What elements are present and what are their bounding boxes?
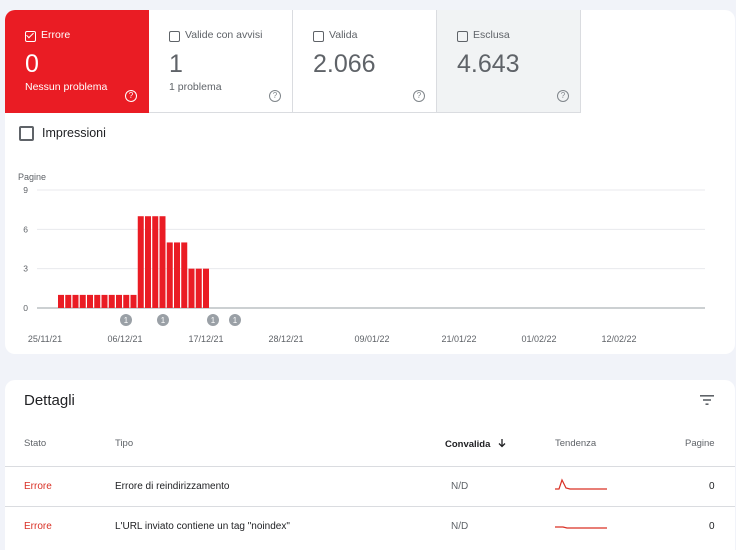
x-tick-label: 06/12/21 [107, 334, 142, 344]
tile-checkbox-errore[interactable] [25, 31, 36, 42]
header-tipo[interactable]: Tipo [115, 438, 134, 449]
bar [188, 268, 195, 308]
bar [152, 216, 159, 308]
tile-valida[interactable]: Valida 2.066 ? [293, 10, 437, 113]
row-status: Errore [24, 521, 52, 532]
row-pages: 0 [709, 521, 715, 532]
bar [58, 294, 64, 308]
help-icon[interactable]: ? [125, 90, 137, 102]
x-tick-label: 28/12/21 [268, 334, 303, 344]
x-tick-label: 25/11/21 [28, 334, 62, 344]
y-axis-label: Pagine [18, 172, 46, 182]
bar [203, 268, 209, 308]
x-tick-label: 17/12/21 [188, 334, 223, 344]
tile-label: Valida [329, 29, 358, 41]
x-tick-label: 12/02/22 [601, 334, 636, 344]
tile-checkbox-esclusa[interactable] [457, 31, 468, 42]
tile-count: 4.643 [457, 50, 520, 78]
tile-esclusa[interactable]: Esclusa 4.643 ? [437, 10, 581, 113]
y-tick-label: 9 [23, 185, 28, 195]
y-tick-label: 3 [23, 264, 28, 274]
header-tendenza[interactable]: Tendenza [555, 438, 597, 449]
x-tick-label: 21/01/22 [441, 334, 476, 344]
tile-subtitle: 1 problema [169, 81, 222, 93]
annotation-marker [120, 314, 132, 326]
annotation-marker [157, 314, 169, 326]
tile-label: Esclusa [473, 29, 510, 41]
bar [65, 294, 72, 308]
row-status: Errore [24, 481, 52, 492]
tile-count: 1 [169, 50, 183, 78]
header-pagine[interactable]: Pagine [685, 438, 715, 449]
y-tick-label: 6 [23, 224, 28, 234]
row-validation: N/D [451, 521, 469, 532]
tile-count: 2.066 [313, 50, 376, 78]
bar [181, 242, 188, 308]
bar [166, 242, 173, 308]
bar [101, 294, 108, 308]
tile-checkbox-avvisi[interactable] [169, 31, 180, 42]
header-convalida[interactable]: Convalida [445, 438, 507, 450]
table-row[interactable]: Errore L'URL inviato contiene un tag "no… [5, 506, 735, 546]
header-stato[interactable]: Stato [24, 438, 47, 449]
details-title: Dettagli [24, 392, 75, 409]
tile-count: 0 [25, 50, 39, 78]
impressions-checkbox[interactable] [19, 125, 34, 141]
row-pages: 0 [709, 481, 715, 492]
status-tiles: Errore 0 Nessun problema ? Valide con av… [5, 10, 581, 113]
bar [195, 268, 202, 308]
tile-label: Errore [41, 29, 71, 41]
bar [130, 294, 137, 308]
impressions-label: Impressioni [42, 126, 106, 140]
tile-label: Valide con avvisi [185, 29, 263, 41]
sort-arrow-down-icon[interactable] [497, 438, 507, 448]
table-row[interactable]: Errore Errore di reindirizzamento N/D 0 [5, 466, 735, 506]
x-tick-label: 09/01/22 [354, 334, 389, 344]
annotation-label: 1 [211, 316, 216, 325]
bar [174, 242, 180, 308]
bar [116, 294, 122, 308]
bar [79, 294, 86, 308]
bar [94, 294, 101, 308]
pages-bar-chart: Pagine 0 3 6 9 1 1 1 1 25/11/21 06/12/21 17/12/21 28… [18, 172, 705, 344]
y-tick-label: 0 [23, 303, 28, 313]
tile-valide-con-avvisi[interactable]: Valide con avvisi 1 1 problema ? [149, 10, 293, 113]
help-icon[interactable]: ? [269, 90, 281, 102]
annotation-label: 1 [124, 316, 129, 325]
help-icon[interactable]: ? [413, 90, 425, 102]
annotation-marker [207, 314, 219, 326]
annotation-label: 1 [161, 316, 166, 325]
annotation-marker [229, 314, 241, 326]
annotation-label: 1 [233, 316, 238, 325]
bar [123, 294, 130, 308]
row-type: L'URL inviato contiene un tag "noindex" [115, 521, 290, 532]
bar [145, 216, 151, 308]
bar [87, 294, 93, 308]
bar [137, 216, 144, 308]
tile-errore[interactable]: Errore 0 Nessun problema ? [5, 10, 149, 113]
x-tick-label: 01/02/22 [521, 334, 556, 344]
impressions-toggle[interactable]: Impressioni [19, 124, 106, 142]
trend-sparkline [555, 478, 607, 490]
row-type: Errore di reindirizzamento [115, 481, 230, 492]
header-convalida-label: Convalida [445, 439, 491, 450]
row-validation: N/D [451, 481, 469, 492]
tile-subtitle: Nessun problema [25, 81, 108, 93]
filter-icon[interactable] [700, 394, 714, 406]
help-icon[interactable]: ? [557, 90, 569, 102]
tile-checkbox-valida[interactable] [313, 31, 324, 42]
trend-sparkline [555, 526, 607, 529]
coverage-summary-card: Errore 0 Nessun problema ? Valide con av… [5, 10, 735, 354]
bar [108, 294, 115, 308]
bar [72, 294, 79, 308]
details-card: Dettagli Stato Tipo Convalida Tendenza P… [5, 380, 735, 550]
bar [159, 216, 166, 308]
